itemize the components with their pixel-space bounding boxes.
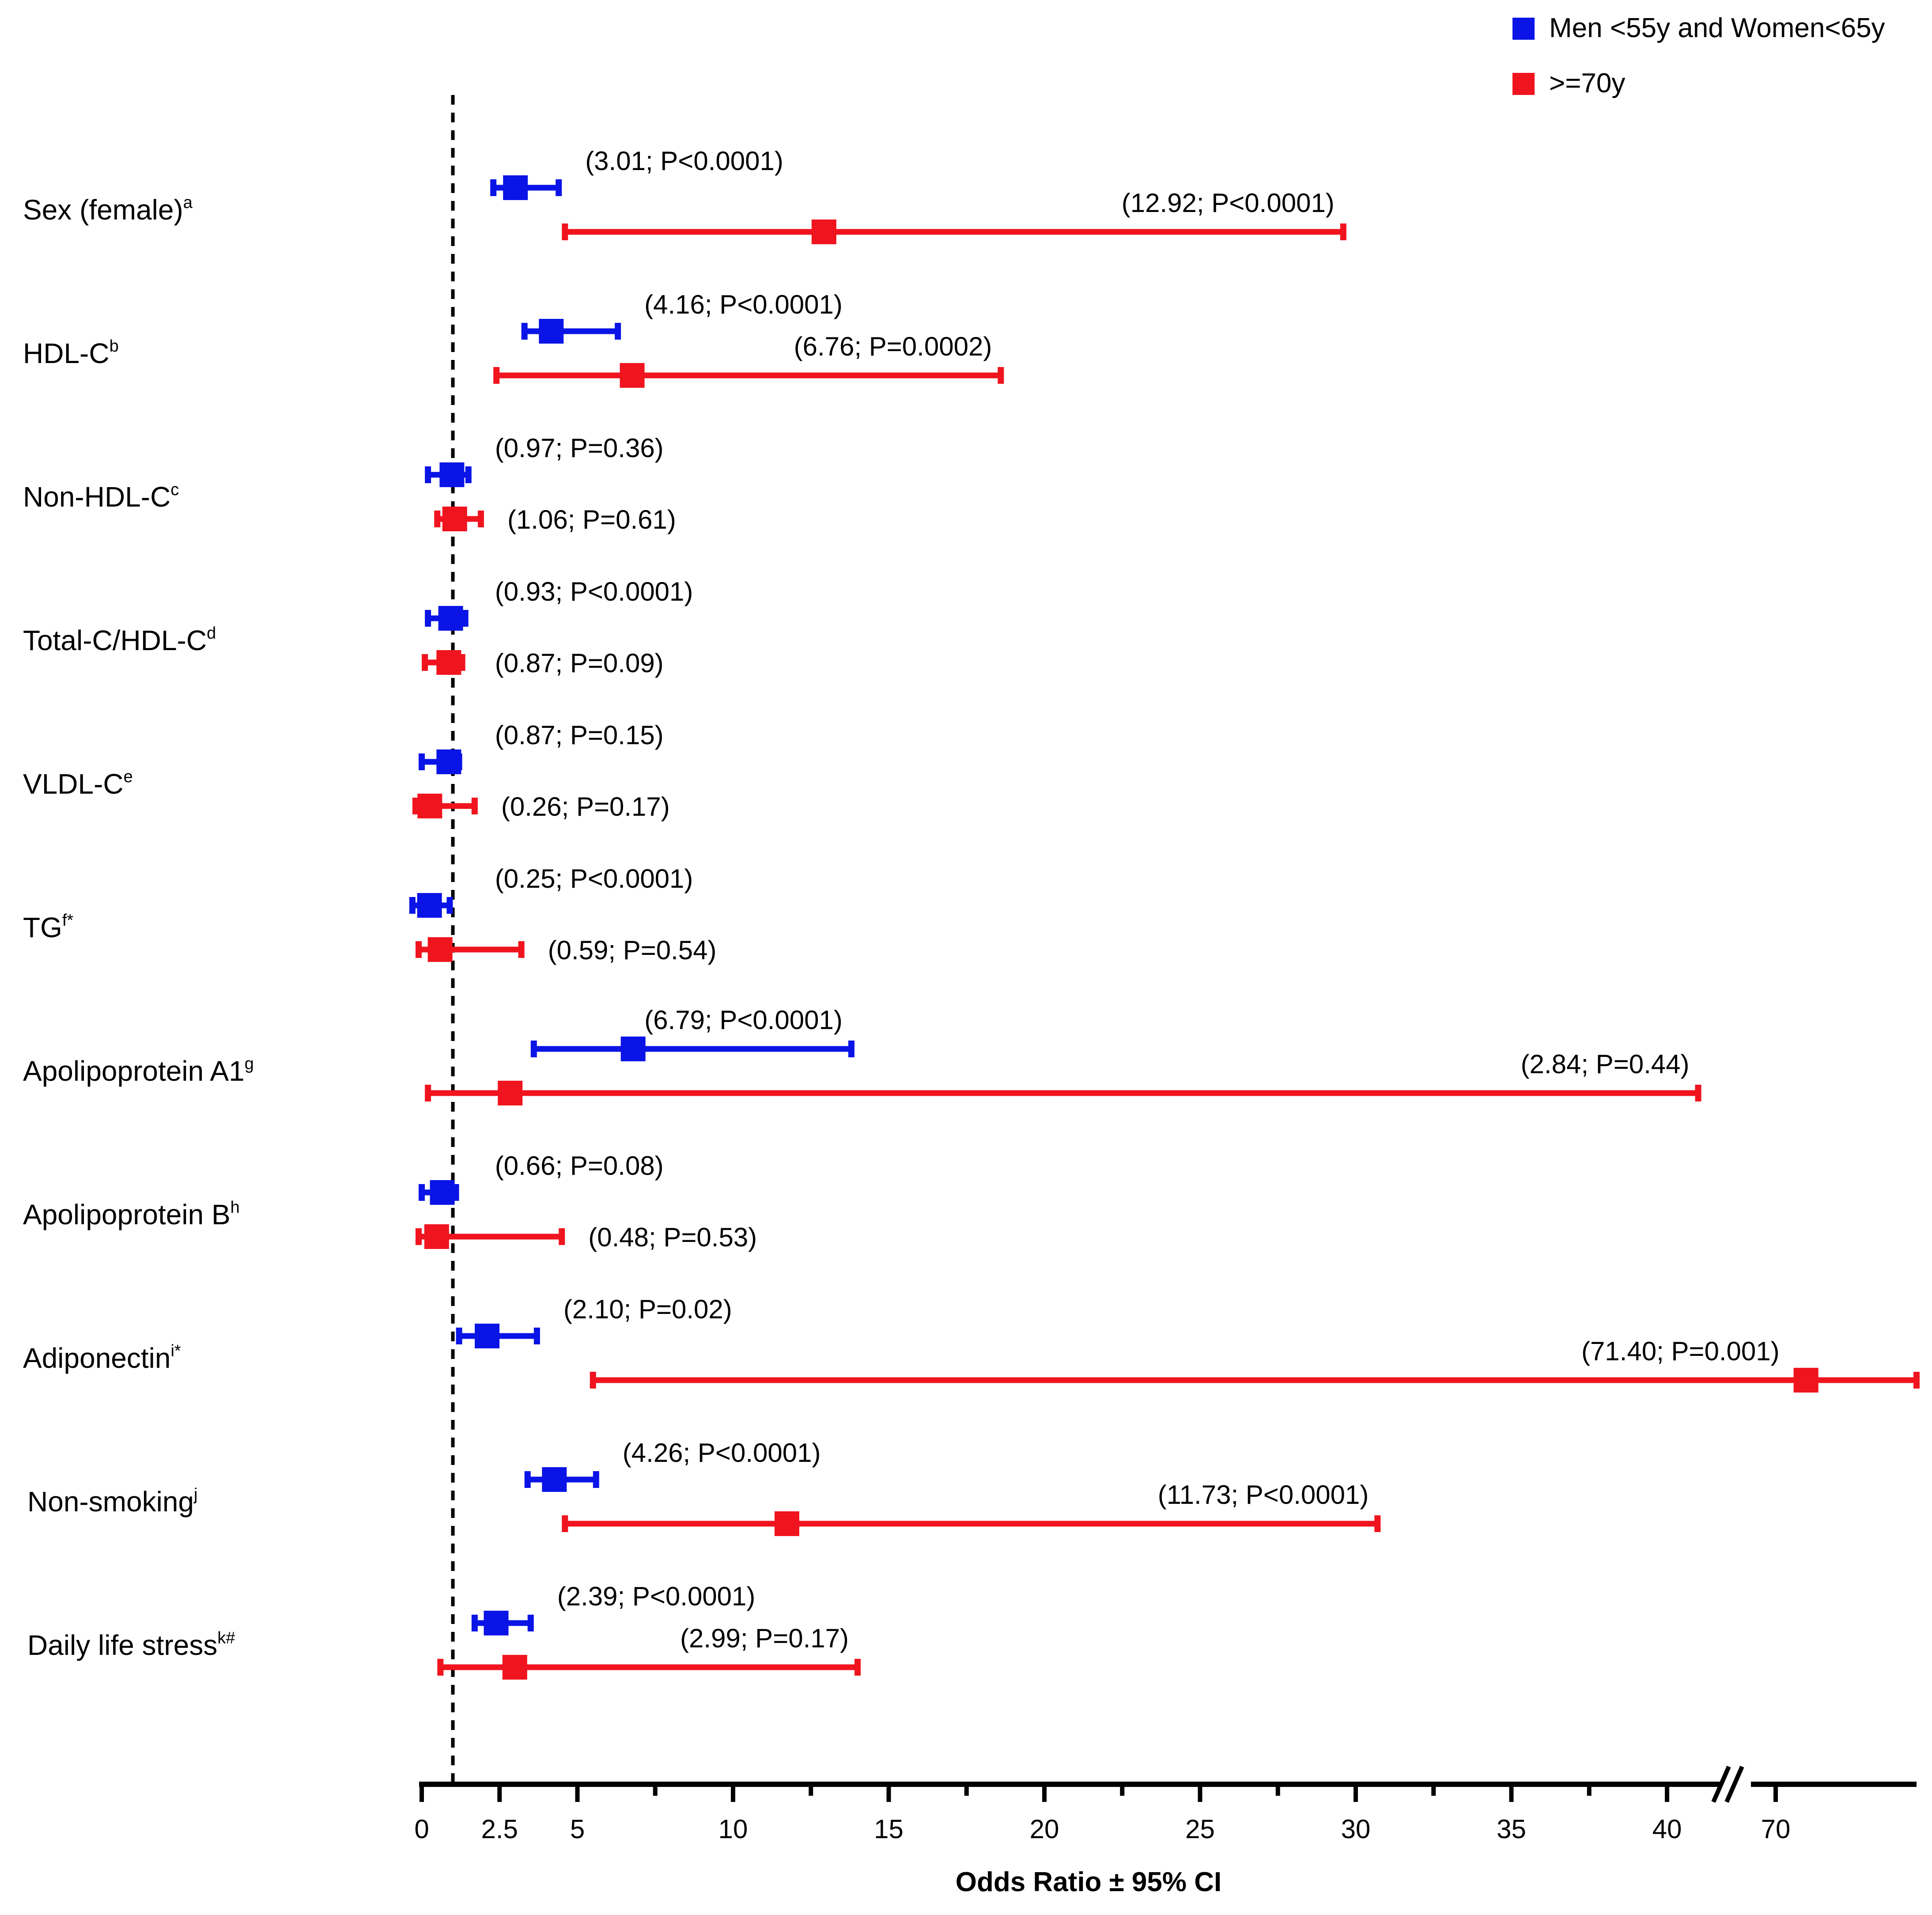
red-point-estimate bbox=[498, 1081, 523, 1105]
x-tick-label: 0 bbox=[414, 1814, 429, 1844]
row-label: HDL-Cb bbox=[23, 337, 119, 369]
row-label-superscript: b bbox=[110, 337, 119, 356]
row-label: Non-smokingj bbox=[27, 1485, 197, 1518]
blue-point-estimate bbox=[439, 462, 465, 487]
blue-annotation: (0.25; P<0.0001) bbox=[495, 864, 693, 893]
row-label-superscript: a bbox=[183, 193, 193, 212]
x-tick-label: 40 bbox=[1652, 1814, 1682, 1844]
blue-point-estimate bbox=[503, 175, 528, 200]
blue-point-estimate bbox=[542, 1467, 567, 1492]
blue-point-estimate bbox=[484, 1611, 509, 1635]
red-point-estimate bbox=[442, 507, 467, 531]
red-annotation: (6.76; P=0.0002) bbox=[794, 332, 992, 361]
red-annotation: (0.26; P=0.17) bbox=[501, 792, 670, 821]
legend-entry: >=70y bbox=[1549, 68, 1625, 98]
blue-annotation: (0.87; P=0.15) bbox=[495, 720, 664, 750]
row-label: Daily life stressk# bbox=[27, 1629, 235, 1661]
red-annotation: (11.73; P<0.0001) bbox=[1158, 1480, 1369, 1510]
x-tick-label: 15 bbox=[874, 1814, 904, 1844]
red-point-estimate bbox=[436, 650, 461, 675]
row-label-superscript: d bbox=[207, 624, 216, 643]
blue-annotation: (0.93; P<0.0001) bbox=[495, 577, 693, 606]
blue-point-estimate bbox=[438, 606, 463, 631]
x-tick-label: 5 bbox=[570, 1814, 585, 1844]
blue-annotation: (6.79; P<0.0001) bbox=[644, 1005, 843, 1035]
red-point-estimate bbox=[1793, 1368, 1819, 1393]
legend-swatch bbox=[1512, 73, 1535, 95]
x-tick-label: 10 bbox=[718, 1814, 748, 1844]
row-label-superscript: f* bbox=[62, 911, 74, 930]
red-point-estimate bbox=[774, 1511, 799, 1536]
legend-swatch bbox=[1512, 18, 1535, 40]
x-axis-label: Odds Ratio ± 95% CI bbox=[956, 1867, 1221, 1897]
red-annotation: (0.48; P=0.53) bbox=[588, 1222, 757, 1252]
red-annotation: (1.06; P=0.61) bbox=[507, 505, 676, 534]
row-label-superscript: j bbox=[193, 1485, 197, 1504]
red-annotation: (2.99; P=0.17) bbox=[680, 1624, 849, 1653]
red-point-estimate bbox=[424, 1224, 449, 1249]
blue-annotation: (4.26; P<0.0001) bbox=[623, 1438, 821, 1468]
x-tick-label: 70 bbox=[1761, 1814, 1791, 1844]
row-label-superscript: h bbox=[231, 1198, 240, 1217]
red-annotation: (12.92; P<0.0001) bbox=[1122, 188, 1335, 218]
blue-point-estimate bbox=[436, 749, 461, 774]
red-point-estimate bbox=[427, 937, 453, 962]
row-label: Sex (female)a bbox=[23, 193, 193, 226]
blue-annotation: (2.10; P=0.02) bbox=[563, 1294, 732, 1324]
blue-point-estimate bbox=[620, 1037, 646, 1061]
blue-annotation: (4.16; P<0.0001) bbox=[644, 290, 843, 319]
red-point-estimate bbox=[417, 794, 442, 818]
red-point-estimate bbox=[502, 1655, 527, 1680]
blue-annotation: (2.39; P<0.0001) bbox=[557, 1582, 756, 1611]
plot-rows: Sex (female)a (3.01; P<0.0001) (12.92; P<0… bbox=[23, 146, 1920, 1680]
row-label: TGf* bbox=[23, 911, 73, 943]
axis-break-mark bbox=[1724, 1765, 1744, 1803]
row-label-superscript: k# bbox=[217, 1629, 235, 1647]
x-tick-label: 20 bbox=[1030, 1814, 1059, 1844]
row-label-superscript: g bbox=[245, 1055, 254, 1073]
blue-point-estimate bbox=[417, 893, 442, 918]
blue-annotation: (0.66; P=0.08) bbox=[495, 1151, 664, 1181]
row-label-superscript: e bbox=[124, 768, 133, 786]
row-label: VLDL-Ce bbox=[23, 768, 133, 800]
legend-entry: Men <55y and Women<65y bbox=[1549, 13, 1885, 43]
blue-annotation: (0.97; P=0.36) bbox=[495, 433, 664, 463]
red-annotation: (2.84; P=0.44) bbox=[1521, 1049, 1690, 1079]
legend: Men <55y and Women<65y >=70y bbox=[1512, 13, 1885, 98]
red-point-estimate bbox=[811, 220, 836, 244]
row-label: Apolipoprotein A1g bbox=[23, 1055, 254, 1087]
red-annotation: (71.40; P=0.001) bbox=[1581, 1336, 1780, 1366]
x-tick-label: 35 bbox=[1497, 1814, 1526, 1844]
blue-point-estimate bbox=[475, 1324, 500, 1348]
blue-annotation: (3.01; P<0.0001) bbox=[585, 146, 783, 176]
blue-point-estimate bbox=[539, 319, 564, 344]
red-annotation: (0.59; P=0.54) bbox=[548, 935, 717, 965]
row-label: Total-C/HDL-Cd bbox=[23, 624, 216, 656]
blue-point-estimate bbox=[430, 1180, 455, 1205]
x-tick-label: 2.5 bbox=[481, 1814, 518, 1844]
axis-break-mark bbox=[1711, 1765, 1731, 1803]
red-annotation: (0.87; P=0.09) bbox=[495, 648, 664, 678]
row-label-superscript: i* bbox=[170, 1342, 181, 1360]
red-point-estimate bbox=[620, 363, 645, 388]
x-tick-label: 25 bbox=[1185, 1814, 1215, 1844]
x-axis: 0 2.5 5 10 15 20 25 30 35 40 70 bbox=[414, 1765, 1917, 1844]
row-label: Apolipoprotein Bh bbox=[23, 1198, 240, 1230]
x-tick-label: 30 bbox=[1341, 1814, 1371, 1844]
row-label: Non-HDL-Cc bbox=[23, 481, 179, 513]
row-label: Adiponectini* bbox=[23, 1342, 181, 1374]
row-label-superscript: c bbox=[170, 481, 179, 499]
